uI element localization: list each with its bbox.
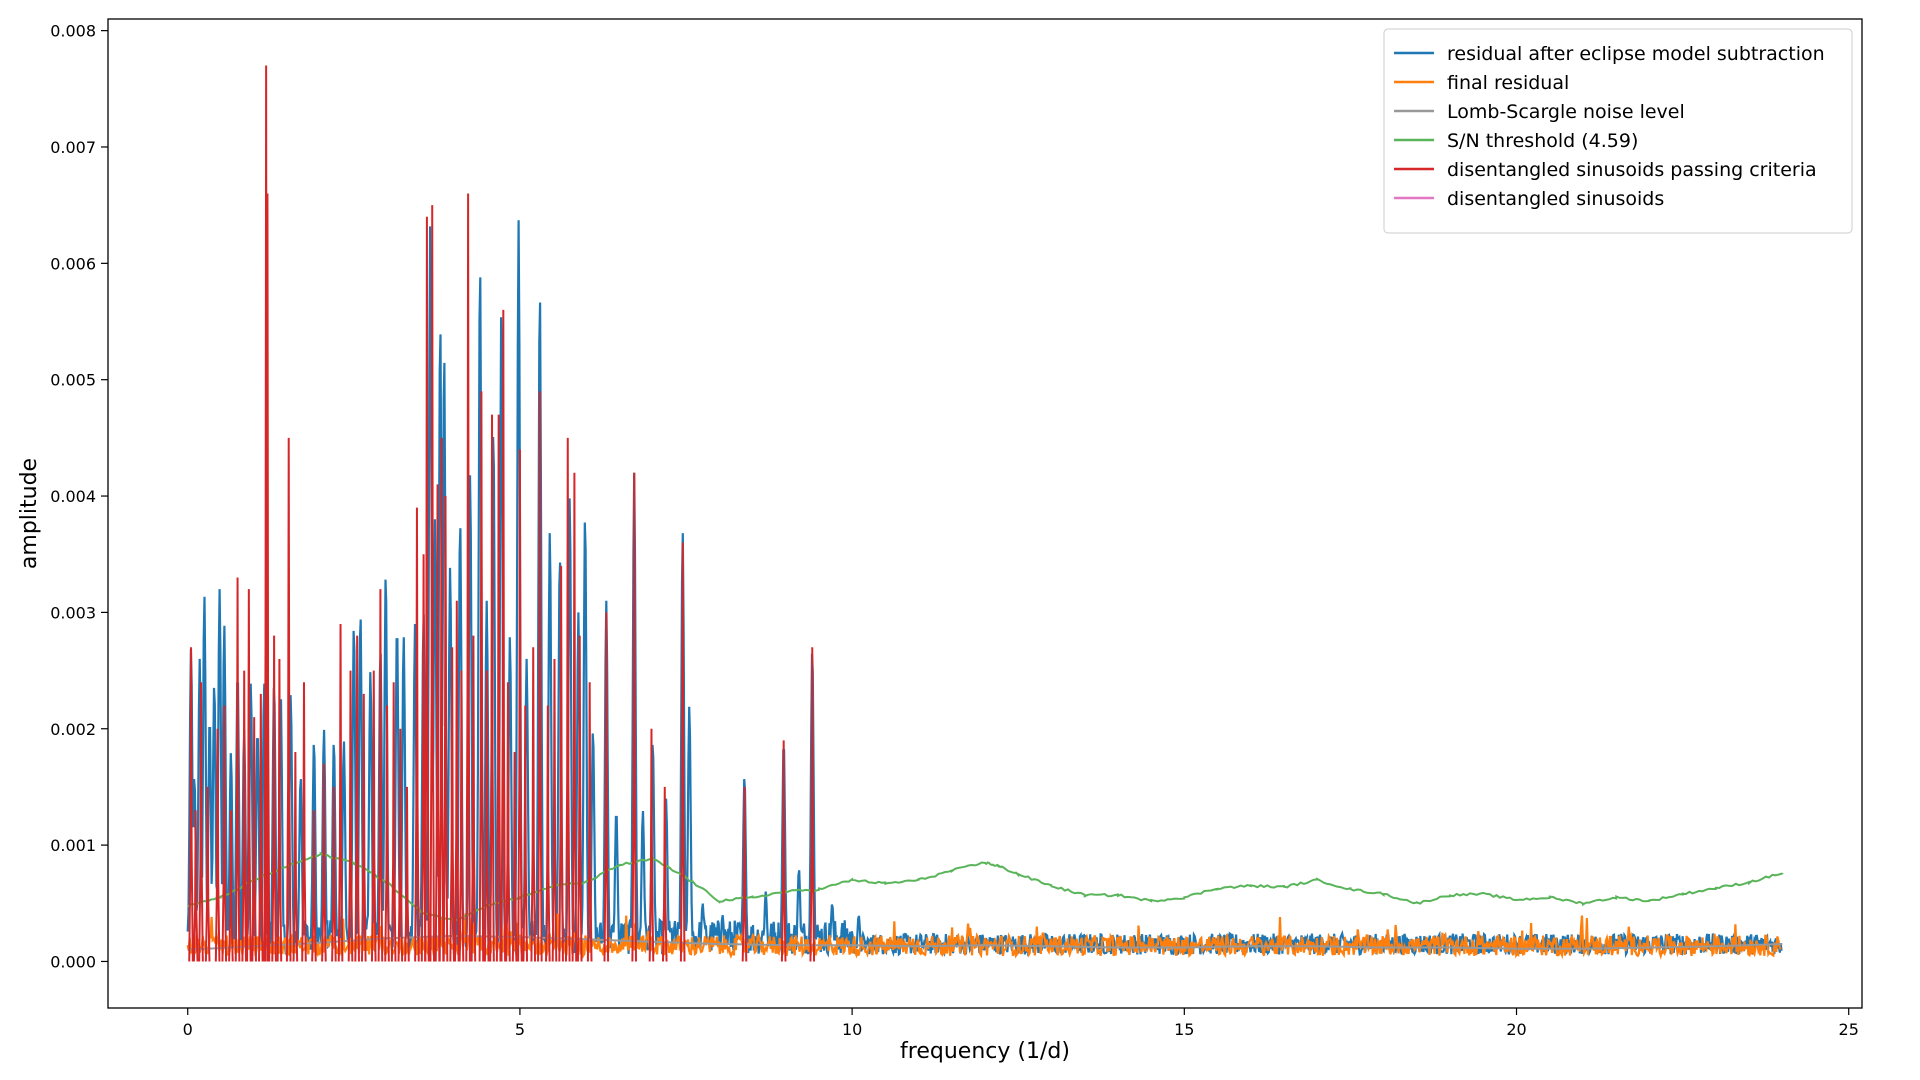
sinusoid-spike [571,472,578,962]
sinusoid-spike [679,542,686,962]
sinusoid-spike [489,414,495,962]
y-tick-label: 0.008 [50,22,96,41]
sinusoid-spike [465,193,471,962]
legend-entry: disentangled sinusoids [1447,188,1664,210]
y-tick-label: 0.001 [50,836,96,855]
sinusoid-spike [576,635,583,962]
x-tick-label: 5 [515,1020,525,1039]
sinusoid-spike [505,682,511,962]
sinusoid-spike [311,810,317,962]
sinusoid-spike [470,635,477,962]
sinusoid-spike [397,728,404,962]
legend-entry: Lomb-Scargle noise level [1447,101,1685,123]
sinusoid-spike [780,740,787,962]
sinusoid-spike [292,752,299,962]
sinusoid-spike [384,705,390,962]
sinusoid-spike [321,763,327,962]
y-tick-label: 0.003 [50,603,96,622]
sinusoid-spike [285,437,292,962]
sinusoid-spike [251,717,257,962]
sinusoid-spike [221,705,228,962]
sinusoid-spike [198,682,204,962]
sinusoid-spike [522,705,529,962]
y-axis-label: amplitude [17,458,42,569]
sinusoid-spike [370,670,377,962]
legend-box [1383,28,1853,234]
x-tick-label: 25 [1839,1020,1859,1039]
x-tick-label: 15 [1174,1020,1194,1039]
y-tick-label: 0.006 [50,254,96,273]
sinusoid-spike [241,670,247,962]
sinusoid-spike [558,565,564,962]
sinusoid-spike [192,810,199,962]
legend: residual after eclipse model subtraction… [1383,28,1853,234]
legend-entry: disentangled sinusoids passing criteria [1447,159,1817,181]
sinusoid-spike [809,647,816,962]
sinusoid-spike [631,472,637,962]
sinusoid-spike [434,484,441,962]
sinusoid-spike [188,647,194,962]
sinusoid-spike [449,647,455,962]
sinusoid-spike [661,786,668,962]
sinusoid-spike [429,205,436,962]
legend-entry: residual after eclipse model subtraction [1447,43,1825,65]
sinusoid-spike [347,670,354,962]
sinusoid-spike [517,449,523,962]
x-tick-label: 10 [842,1020,862,1039]
y-axis: 0.000 0.001 0.002 0.003 0.004 0.005 0.006 0.007… [50,22,108,971]
sinusoid-spike [511,752,518,962]
sinusoid-spike [438,437,445,962]
legend-entry: S/N threshold (4.59) [1447,130,1638,152]
y-tick-label: 0.007 [50,138,96,157]
y-tick-label: 0.005 [50,371,96,390]
y-tick-label: 0.002 [50,720,96,739]
sinusoid-spike [354,635,360,962]
sinusoid-spike [551,658,558,962]
x-axis-label: frequency (1/d) [900,1039,1070,1064]
sinusoid-spike [458,670,465,962]
sinusoid-spike [377,589,384,962]
sinusoid-spike [360,693,367,962]
sinusoid-spike [404,786,410,962]
series-layer [186,65,1784,962]
y-tick-label: 0.000 [50,952,96,971]
sinusoid-spike [204,786,211,962]
sinusoid-spike [337,624,344,962]
sinusoid-spike [603,612,610,962]
sinusoid-spike [424,216,430,962]
plot-frame [107,18,1863,1009]
sinusoid-spike [564,437,571,962]
sinusoid-spike [214,728,221,962]
legend-entry: final residual [1447,72,1569,94]
x-axis: 0 5 10 15 20 25 [183,1008,1859,1039]
sinusoid-spike [301,682,307,962]
sinusoid-spike [537,391,543,962]
sinusoid-spike [390,682,397,962]
sinusoid-spike [414,507,420,962]
x-tick-label: 20 [1506,1020,1526,1039]
sinusoid-spike [258,693,264,962]
sinusoid-spike [442,496,449,962]
sinusoid-spike [228,810,234,962]
series-disentangled-passing [188,65,816,962]
sinusoid-spike [264,193,271,962]
sinusoid-spike [331,786,337,962]
sinusoid-spike [586,682,593,962]
sinusoid-spike [234,577,241,962]
sinusoid-spike [271,635,277,962]
sinusoid-spike [741,786,748,962]
sinusoid-spike [530,647,537,962]
sinusoid-spike [483,670,490,962]
sinusoid-spike [246,589,252,962]
sinusoid-spike [454,600,460,962]
sinusoid-spike [648,728,655,962]
sinusoid-spike [276,658,283,962]
sinusoid-spike [545,705,551,962]
sinusoid-spike [500,309,507,962]
sinusoid-spike [495,414,502,962]
x-tick-label: 0 [183,1020,193,1039]
sinusoid-spike [478,391,485,962]
y-tick-label: 0.004 [50,487,96,506]
